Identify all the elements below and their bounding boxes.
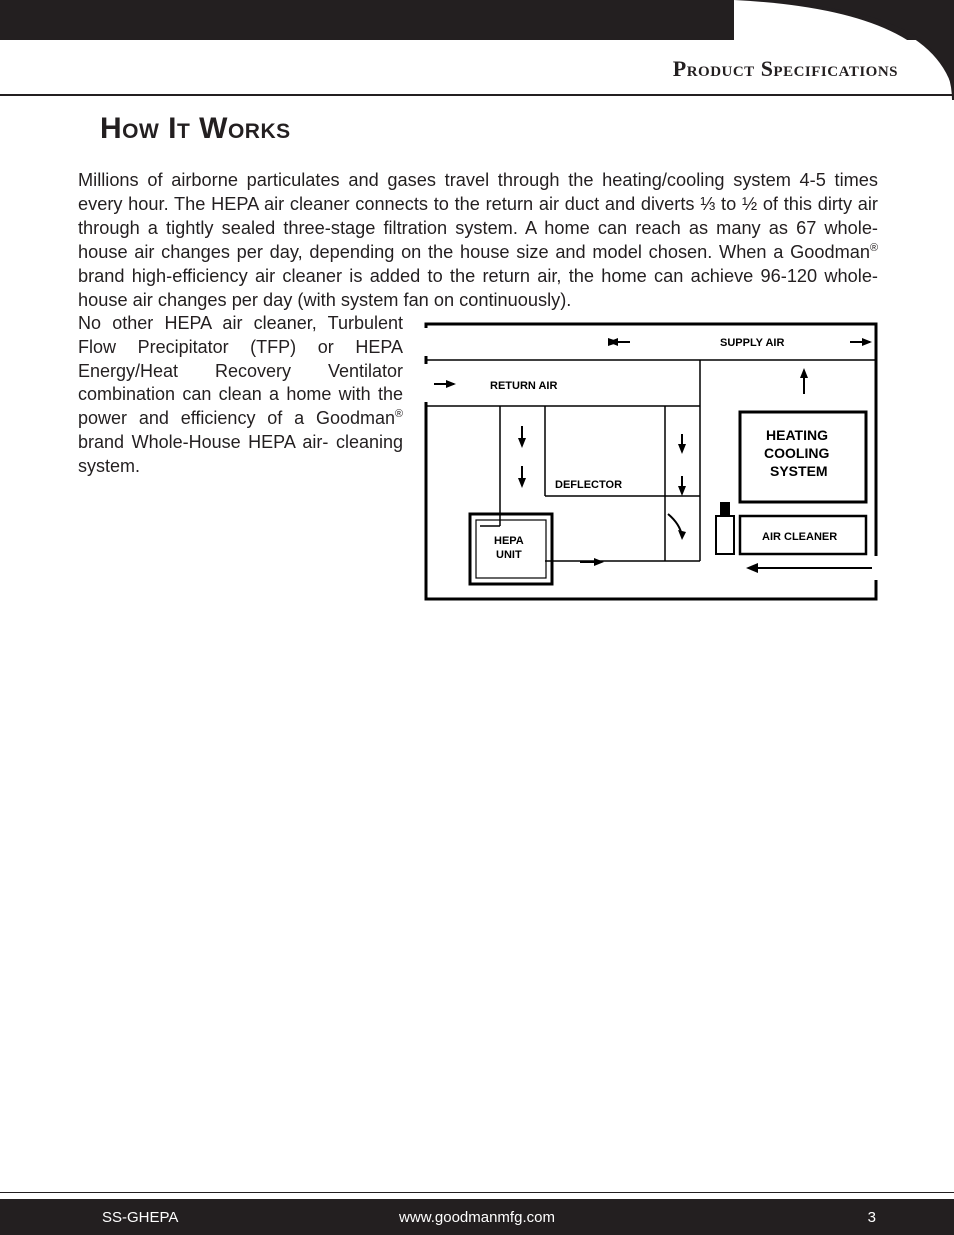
- header-category: Product Specifications: [673, 56, 898, 82]
- registered-mark-2: ®: [395, 408, 403, 420]
- label-system: SYSTEM: [770, 463, 828, 479]
- label-air-cleaner: AIR CLEANER: [762, 531, 837, 543]
- label-heating: HEATING: [766, 427, 828, 443]
- p2-b: brand Whole-House HEPA air- cleaning sys…: [78, 432, 403, 476]
- label-hepa-2: UNIT: [496, 549, 522, 561]
- footer-rule: [0, 1192, 954, 1193]
- label-hepa-1: HEPA: [494, 535, 524, 547]
- page-footer: SS-GHEPA www.goodmanmfg.com 3: [0, 1199, 954, 1235]
- label-supply-air: SUPPLY AIR: [720, 337, 784, 349]
- paragraph-2: No other HEPA air cleaner, Turbulent Flo…: [78, 312, 403, 478]
- footer-doc-id: SS-GHEPA: [102, 1209, 178, 1226]
- paragraph-1: Millions of airborne particulates and ga…: [78, 168, 878, 312]
- header-rule: [0, 94, 954, 96]
- label-cooling: COOLING: [764, 445, 829, 461]
- corner-curve: [734, 0, 954, 100]
- label-return-air: RETURN AIR: [490, 380, 557, 392]
- registered-mark: ®: [870, 242, 878, 254]
- p1-b: brand high-efficiency air cleaner is add…: [78, 266, 878, 310]
- section-title: How It Works: [100, 112, 291, 146]
- footer-page-number: 3: [868, 1209, 876, 1226]
- p2-a: No other HEPA air cleaner, Turbulent Flo…: [78, 313, 403, 428]
- p1-a: Millions of airborne particulates and ga…: [78, 170, 878, 262]
- airflow-diagram: SUPPLY AIR RETURN AIR DEFLECTOR HEPA UNI…: [420, 316, 882, 606]
- label-deflector: DEFLECTOR: [555, 479, 622, 491]
